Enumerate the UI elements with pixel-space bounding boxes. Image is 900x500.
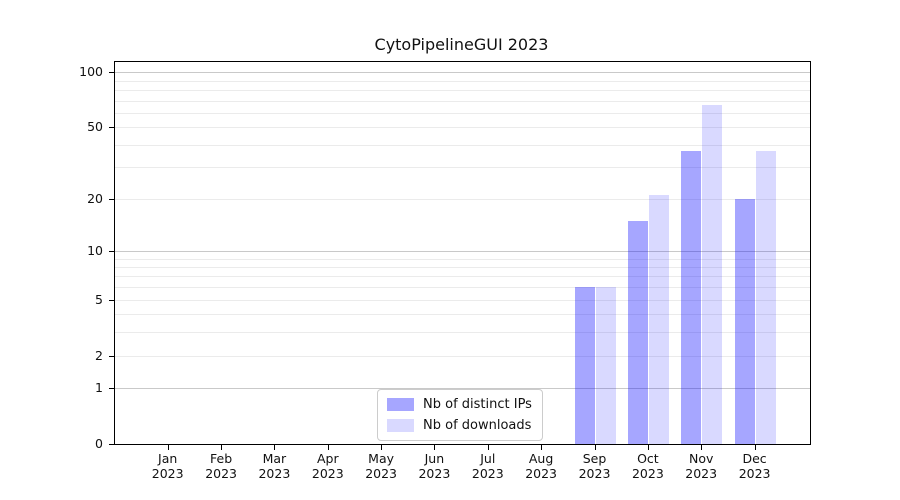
bar-distinct-ips-nov	[681, 150, 702, 444]
legend-label-distinct-ips: Nb of distinct IPs	[423, 397, 532, 412]
minor-gridline	[115, 332, 810, 334]
y-tick-label: 100	[79, 64, 103, 80]
minor-gridline	[115, 266, 810, 268]
x-tick-label: May 2023	[365, 451, 397, 481]
bar-distinct-ips-dec	[734, 198, 755, 444]
x-tick-label: Jan 2023	[151, 451, 184, 481]
minor-gridline	[115, 314, 810, 316]
legend-label-downloads: Nb of downloads	[423, 418, 532, 433]
x-tick-label: Nov 2023	[685, 451, 718, 481]
y-tick-label: 20	[87, 190, 103, 206]
x-tick	[381, 445, 383, 450]
minor-gridline	[115, 127, 810, 129]
x-tick	[701, 445, 703, 450]
x-tick-label: Aug 2023	[525, 451, 557, 481]
x-tick-label: Oct 2023	[631, 451, 664, 481]
y-tick	[109, 388, 114, 390]
y-tick	[109, 444, 114, 445]
y-tick-label: 10	[87, 242, 103, 258]
minor-gridline	[115, 276, 810, 278]
bar-downloads-nov	[702, 105, 723, 444]
plot-area: 0 1 2 5 10 20 50 100 Jan 2023 Feb 2023 Mar 2023 Ap…	[79, 61, 811, 481]
x-tick	[327, 445, 329, 450]
y-tick	[109, 72, 114, 74]
legend: Nb of distinct IPs Nb of downloads	[377, 389, 543, 441]
y-tick	[109, 355, 114, 357]
y-tick-label: 0	[95, 436, 103, 451]
x-tick-label: Apr 2023	[311, 451, 344, 481]
x-tick	[594, 445, 596, 450]
minor-gridline	[115, 89, 810, 91]
minor-gridline	[115, 112, 810, 114]
minor-gridline	[115, 198, 810, 200]
chart-title: CytoPipelineGUI 2023	[374, 35, 549, 54]
minor-gridline	[115, 167, 810, 169]
x-tick-label: Jun 2023	[418, 451, 451, 481]
minor-gridline	[115, 80, 810, 82]
y-tick	[109, 127, 114, 129]
y-tick	[109, 198, 114, 200]
major-gridline	[115, 388, 810, 390]
bar-downloads-dec	[755, 150, 776, 444]
legend-swatch-distinct-ips	[387, 398, 414, 411]
x-tick	[487, 445, 489, 450]
x-tick-label: Jul 2023	[471, 451, 504, 481]
x-tick	[274, 445, 276, 450]
bar-distinct-ips-sep	[574, 287, 595, 444]
x-tick	[167, 445, 169, 450]
x-tick-label: Sep 2023	[578, 451, 611, 481]
y-tick-label: 5	[95, 291, 103, 307]
x-tick	[754, 445, 756, 450]
y-tick-label: 1	[95, 380, 103, 396]
legend-swatch-downloads	[387, 419, 414, 432]
minor-gridline	[115, 100, 810, 102]
major-gridline	[115, 72, 810, 74]
y-tick	[109, 299, 114, 301]
legend-item-distinct-ips: Nb of distinct IPs	[387, 397, 532, 412]
minor-gridline	[115, 287, 810, 289]
bar-distinct-ips-oct	[627, 220, 648, 444]
minor-gridline	[115, 144, 810, 146]
x-tick	[541, 445, 543, 450]
major-gridline	[115, 250, 810, 252]
x-tick	[647, 445, 649, 450]
x-tick	[434, 445, 436, 450]
bar-downloads-oct	[648, 194, 669, 444]
y-tick-label: 2	[95, 347, 103, 363]
x-tick-label: Feb 2023	[205, 451, 237, 481]
legend-item-downloads: Nb of downloads	[387, 418, 532, 433]
minor-gridline	[115, 299, 810, 301]
y-tick-label: 50	[87, 119, 103, 135]
bar-downloads-sep	[595, 287, 616, 444]
minor-gridline	[115, 258, 810, 260]
minor-gridline	[115, 355, 810, 357]
y-tick	[109, 250, 114, 252]
x-tick	[221, 445, 223, 450]
x-tick-label: Dec 2023	[738, 451, 771, 481]
x-tick-label: Mar 2023	[258, 451, 291, 481]
